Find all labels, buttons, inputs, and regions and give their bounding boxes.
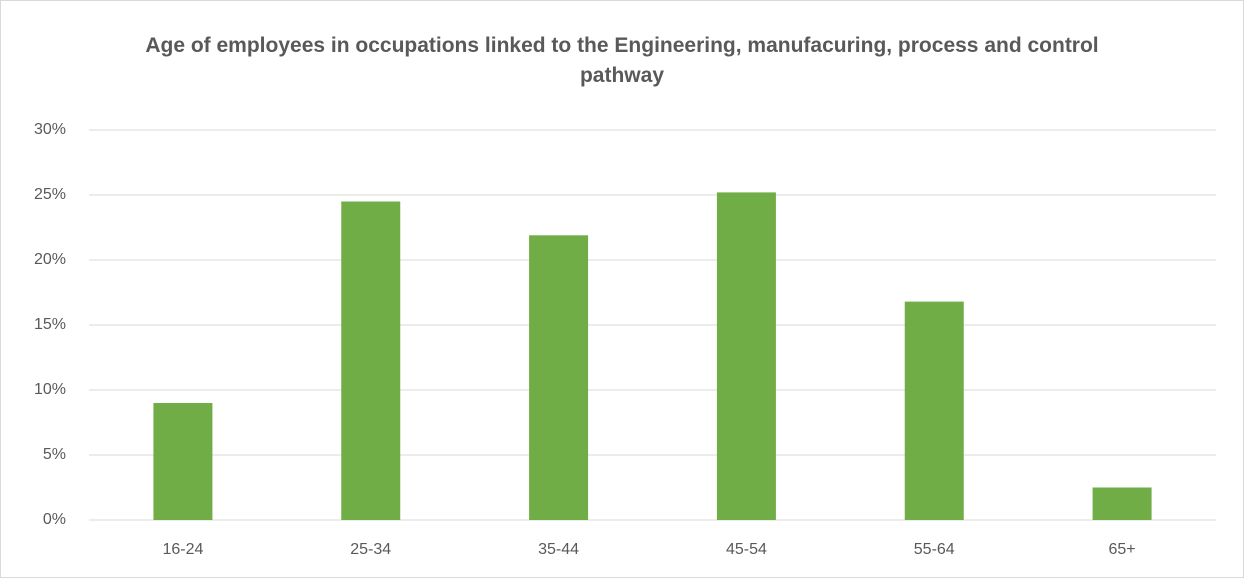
y-tick-label: 10% <box>34 381 66 398</box>
y-tick-label: 25% <box>34 186 66 203</box>
x-tick-label: 55-64 <box>914 541 955 558</box>
chart-title: Age of employees in occupations linked t… <box>145 34 1099 87</box>
y-tick-label: 15% <box>34 316 66 333</box>
y-tick-label: 0% <box>43 511 66 528</box>
title-box: Age of employees in occupations linked t… <box>1 31 1243 91</box>
y-tick-label: 20% <box>34 251 66 268</box>
bar <box>153 403 213 520</box>
x-tick-label: 25-34 <box>350 541 391 558</box>
bar <box>1092 487 1152 520</box>
y-tick-label: 30% <box>34 121 66 138</box>
y-tick-label: 5% <box>43 446 66 463</box>
x-tick-label: 65+ <box>1109 541 1136 558</box>
bar <box>904 301 964 520</box>
bar <box>529 235 589 521</box>
x-tick-label: 16-24 <box>162 541 203 558</box>
bar <box>716 192 776 520</box>
x-tick-label: 45-54 <box>726 541 767 558</box>
x-tick-label: 35-44 <box>538 541 579 558</box>
bar <box>341 201 401 520</box>
